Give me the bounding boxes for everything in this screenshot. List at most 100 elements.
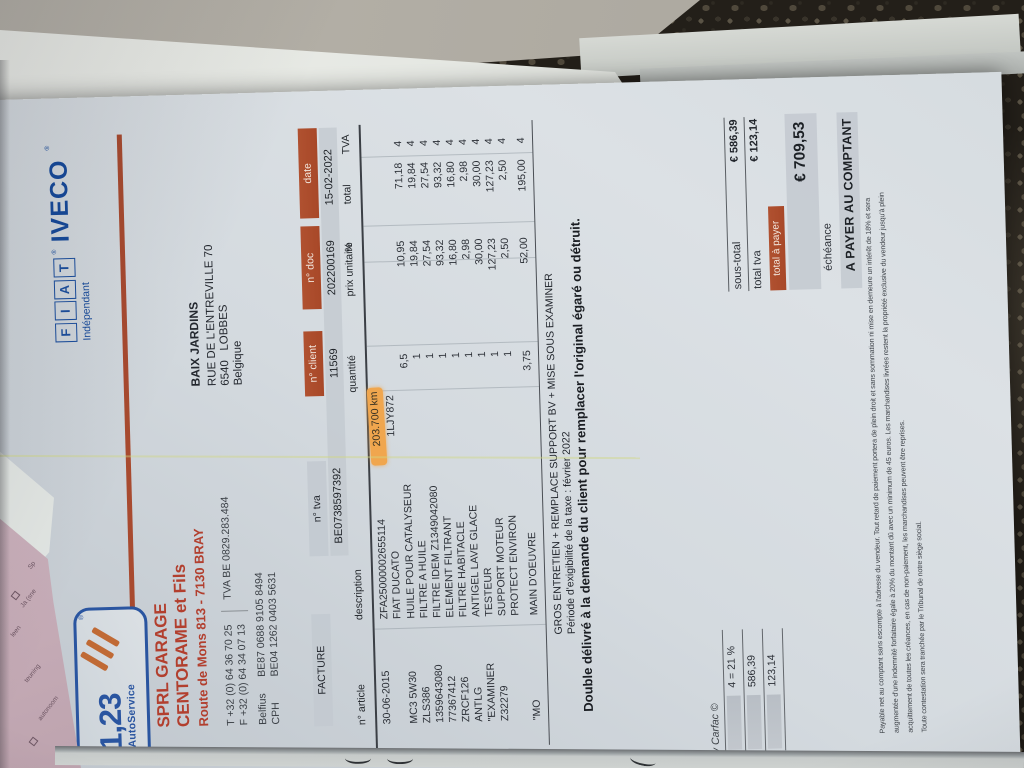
iveco-logo: IVECO <box>44 159 75 243</box>
checkbox-icon <box>10 590 21 601</box>
fiat-logo: F I A T <box>53 258 78 343</box>
item-code: MC3 5W30 <box>406 670 421 724</box>
edge-shadow <box>0 60 10 768</box>
item-qty: 1 <box>462 351 476 358</box>
total-vat-value: € 123,14 <box>747 118 761 162</box>
item-description: FILTRE A HUILE <box>416 540 431 619</box>
bank-iban: BE04 1262 0403 5631 <box>266 571 281 677</box>
item-qty: 1 <box>449 352 463 359</box>
form-fragment: autonoom <box>36 694 61 723</box>
item-total: 93,32 <box>431 161 445 189</box>
item-code: ZLS386 <box>420 686 434 724</box>
form-fragment: Sp <box>26 560 38 571</box>
item-description: PROTECT ENVIRON <box>506 514 522 616</box>
item-total: 2,50 <box>496 159 510 181</box>
item-total: 127,23 <box>483 160 497 193</box>
col-header-total: total <box>341 184 354 205</box>
client-number-label: n° client <box>303 330 325 397</box>
divider <box>221 610 249 612</box>
client-number-value: 11569 <box>327 348 341 379</box>
col-header-qty: quantité <box>345 355 360 393</box>
item-description: MAIN D'OEUVRE <box>526 531 541 616</box>
invoice-paper: 1,23 AutoService ® F I A T ® IVECO ® Ind… <box>0 71 1021 768</box>
form-fragment: Ja (sne <box>19 587 38 610</box>
due-date-label: échéance <box>821 222 835 271</box>
doc-number-value: 202200169 <box>324 240 339 296</box>
col-header-vat: TVA <box>339 134 353 155</box>
item-vat-code: 4 <box>444 139 457 146</box>
item-total: 27,54 <box>418 161 432 189</box>
item-code: "EXAMINER <box>484 662 499 722</box>
customer-name: BAIX JARDINS <box>186 301 203 387</box>
registered-icon: ® <box>50 249 59 255</box>
item-vat-code: 4 <box>431 139 444 146</box>
item-code: ZRCF126 <box>459 676 473 723</box>
vat-amount: 123,14 <box>765 654 779 687</box>
item-code: Z32279 <box>498 685 512 722</box>
item-vat-code: 4 <box>405 140 418 147</box>
form-fragment: leen <box>9 624 23 639</box>
item-vat-code: 4 <box>418 139 431 147</box>
item-unit-price: 52,00 <box>517 237 531 264</box>
vehicle-model: FIAT DUCATO <box>389 550 404 620</box>
item-code: 77367412 <box>445 675 460 723</box>
vat-number-value: BE0738597392 <box>331 467 346 544</box>
total-due-label: total à payer <box>768 206 787 291</box>
customer-country: Belgique <box>231 340 245 386</box>
print-mark <box>386 753 414 765</box>
garage-vat-number: TVA BE 0829.283.484 <box>218 496 234 600</box>
vat-label-cell <box>766 694 783 749</box>
subtotal-value: € 586,39 <box>727 119 741 163</box>
item-vat-code: 4 <box>470 138 483 145</box>
rule <box>761 628 767 751</box>
date-label: date <box>297 128 320 219</box>
item-qty: 1 <box>436 352 450 359</box>
vehicle-date: 30-06-2015 <box>379 670 394 725</box>
logo-123-number: 1,23 <box>92 693 129 751</box>
col-header-percent: % <box>342 242 356 253</box>
item-code: 1359643080 <box>432 664 447 724</box>
item-vat-code: 4 <box>392 140 405 147</box>
item-total: 71,18 <box>392 162 406 190</box>
item-qty: 1 <box>423 352 437 360</box>
item-vat-code: 4 <box>482 138 496 145</box>
fiat-letter: I <box>54 301 77 321</box>
independant-label: Indépendant <box>79 281 94 341</box>
customer-city: 6540 LOBBES <box>217 304 232 386</box>
item-qty: 1 <box>488 351 502 358</box>
rule <box>741 629 747 752</box>
print-mark <box>629 751 657 768</box>
item-code: ANTLG <box>472 686 486 722</box>
form-fragment: teuning <box>23 662 42 685</box>
item-vat-code: 4 <box>514 137 528 144</box>
vat-label-cell <box>746 694 763 750</box>
item-qty: 1 <box>410 353 424 360</box>
item-total: 195,00 <box>515 159 529 192</box>
customer-street: RUE DE L'ENTREVILLE 70 <box>202 244 219 387</box>
item-total: 2,98 <box>457 160 471 182</box>
vat-breakdown-table: 4 = 21 % 586,39 123,14 <box>721 626 791 752</box>
item-total: 19,84 <box>405 162 419 189</box>
bank-label: CPH <box>269 702 283 725</box>
col-header-unit-price: prix unitaire <box>342 242 357 297</box>
registered-icon: ® <box>78 614 86 621</box>
col-header-description: description <box>351 569 366 621</box>
registered-icon: ® <box>44 145 52 151</box>
garage-name: CENTORAME et Fils <box>169 563 194 728</box>
logo-123-name: AutoService <box>125 683 139 748</box>
bank-label: Belfius <box>256 693 270 725</box>
item-total: 16,80 <box>444 161 458 188</box>
col-header-article: n° article <box>355 683 369 726</box>
item-vat-code: 4 <box>495 137 509 144</box>
item-code: "MO <box>530 699 544 721</box>
vat-number-label: n° tva <box>306 460 329 557</box>
checkbox-icon <box>28 736 39 747</box>
item-qty: 1 <box>475 351 489 358</box>
item-total: 30,00 <box>470 160 484 188</box>
item-unit-price: 2,50 <box>498 237 512 259</box>
item-description: TESTEUR <box>481 567 496 617</box>
logo-123-autoservice: 1,23 AutoService ® <box>72 605 152 764</box>
vat-rate: 4 = 21 % <box>725 645 739 688</box>
item-vat-code: 4 <box>457 138 470 146</box>
